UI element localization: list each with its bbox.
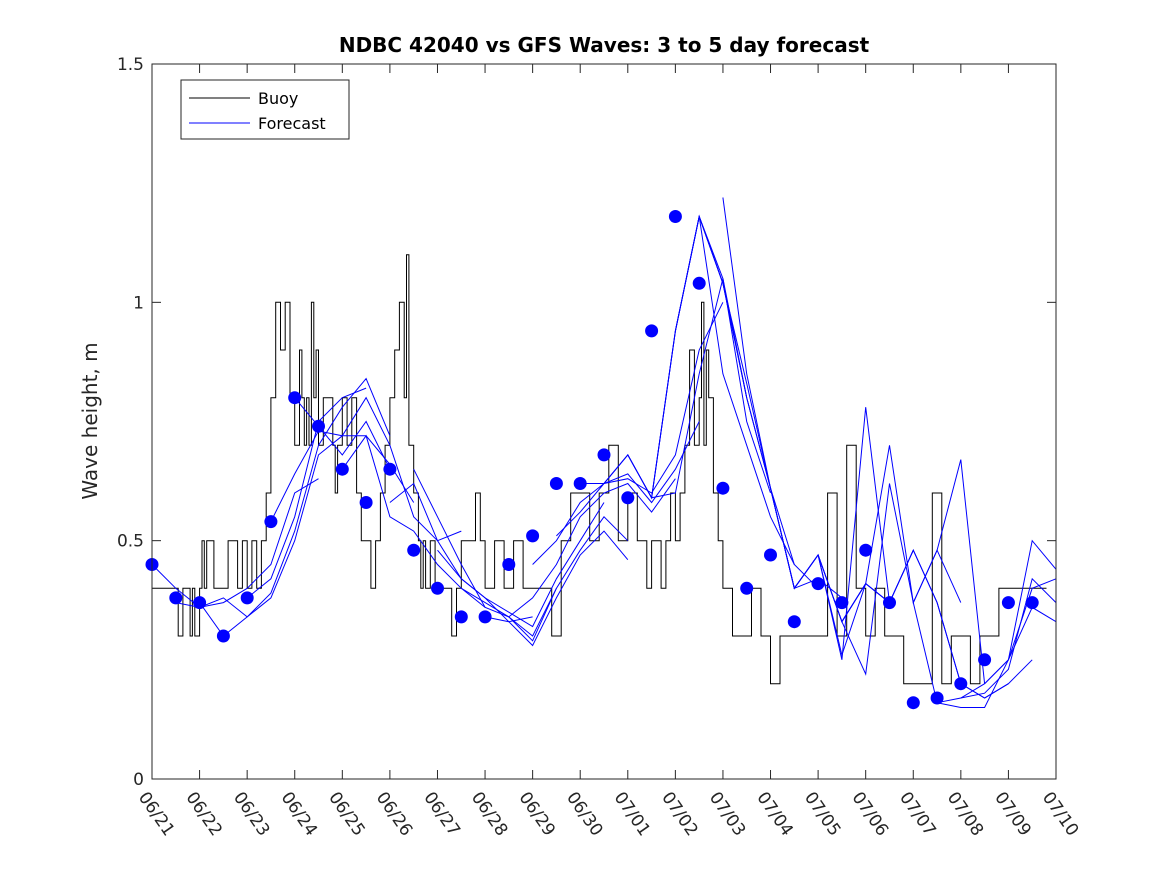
forecast-marker <box>906 696 920 710</box>
forecast-marker <box>478 610 492 624</box>
forecast-series-line-25 <box>817 459 986 684</box>
forecast-marker <box>1001 596 1015 610</box>
legend-box <box>180 79 350 140</box>
forecast-series-line-2 <box>175 435 415 618</box>
forecast-series-line-10 <box>437 502 605 628</box>
forecast-series-line-5 <box>270 396 462 542</box>
y-tick-label: 1.5 <box>117 55 144 75</box>
forecast-marker <box>335 462 349 476</box>
forecast-marker <box>716 481 730 495</box>
forecast-marker <box>787 615 801 629</box>
forecast-marker <box>692 276 706 290</box>
forecast-marker <box>1025 596 1039 610</box>
forecast-marker <box>930 691 944 705</box>
forecast-series-line-29 <box>937 578 1057 708</box>
forecast-marker <box>597 448 611 462</box>
forecast-marker <box>240 591 254 605</box>
y-tick-label: 0 <box>133 770 144 790</box>
forecast-marker <box>645 324 659 338</box>
forecast-marker <box>193 596 207 610</box>
forecast-marker <box>502 558 516 571</box>
forecast-marker <box>621 491 635 505</box>
forecast-marker <box>549 477 563 490</box>
axes-box <box>151 63 1057 780</box>
forecast-marker <box>288 391 302 405</box>
forecast-marker <box>312 419 325 433</box>
plot-area <box>145 197 1057 710</box>
forecast-marker <box>883 596 896 610</box>
forecast-marker <box>431 581 444 595</box>
forecast-series-line-9 <box>413 468 557 637</box>
forecast-series-line-6 <box>294 397 391 470</box>
forecast-marker <box>264 515 278 529</box>
forecast-series-line-27 <box>865 548 1033 699</box>
y-tick-label: 0.5 <box>117 532 144 552</box>
legend-buoy-label: Buoy <box>258 89 298 108</box>
forecast-marker <box>835 596 849 610</box>
legend-forecast-label: Forecast <box>258 114 326 133</box>
forecast-series-line-4 <box>246 387 367 599</box>
forecast-series-line-14 <box>532 421 700 565</box>
forecast-series-line-15 <box>556 302 724 537</box>
forecast-series-line-1 <box>151 478 319 608</box>
chart-title: NDBC 42040 vs GFS Waves: 3 to 5 day fore… <box>339 33 870 57</box>
forecast-series-line-11 <box>461 516 629 642</box>
forecast-marker <box>526 529 540 543</box>
forecast-marker <box>954 677 968 691</box>
forecast-marker <box>407 543 421 557</box>
forecast-marker <box>859 543 873 557</box>
y-axis-label: Wave height, m <box>78 342 102 499</box>
forecast-marker <box>740 581 754 595</box>
forecast-marker <box>454 610 468 624</box>
forecast-series-line-31 <box>984 606 1057 685</box>
forecast-marker <box>668 210 682 223</box>
forecast-marker <box>383 462 397 476</box>
forecast-marker <box>169 591 183 605</box>
forecast-marker <box>811 577 825 591</box>
y-tick-label: 1 <box>133 293 144 313</box>
forecast-marker <box>216 629 230 643</box>
forecast-series-line-30 <box>960 577 1057 699</box>
forecast-marker <box>764 548 777 562</box>
forecast-marker <box>978 653 992 667</box>
forecast-marker <box>359 496 373 509</box>
buoy-series-line <box>152 254 1047 685</box>
forecast-marker <box>573 477 587 490</box>
legend: Buoy Forecast <box>180 79 350 140</box>
forecast-series-line-3 <box>199 377 391 637</box>
forecast-series-line-13 <box>508 478 676 618</box>
forecast-series-line-12 <box>485 530 629 647</box>
